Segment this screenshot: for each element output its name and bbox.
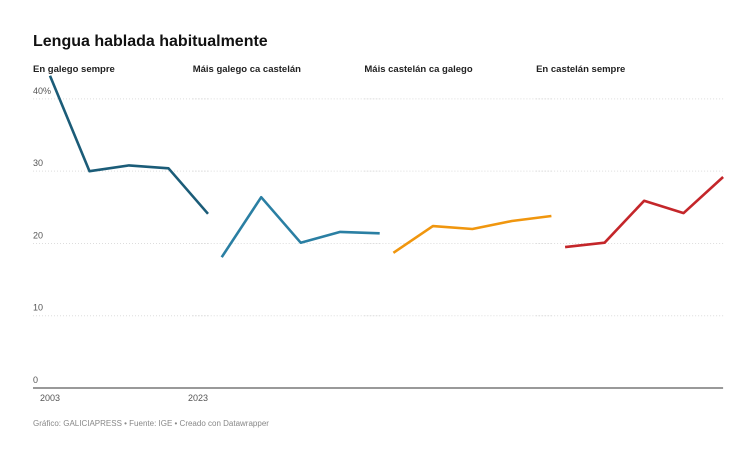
y-tick-label: 10 <box>33 303 43 313</box>
line <box>48 75 209 215</box>
panel-title: En castelán sempre <box>536 64 625 75</box>
line <box>564 176 724 249</box>
x-tick-label: 2023 <box>188 393 208 403</box>
y-tick-label: 40% <box>33 86 51 96</box>
x-tick-label: 2003 <box>40 393 60 403</box>
y-tick-label: 20 <box>33 230 43 240</box>
line <box>392 214 552 254</box>
panel-title: Máis galego ca castelán <box>193 64 301 75</box>
panel-title: Máis castelán ca galego <box>364 64 472 75</box>
line <box>220 195 380 258</box>
y-tick-label: 30 <box>33 158 43 168</box>
chart-title: Lengua hablada habitualmente <box>33 33 268 50</box>
panel-title: En galego sempre <box>33 64 115 75</box>
source: Gráfico: GALICIAPRESS • Fuente: IGE • Cr… <box>33 419 269 428</box>
y-tick-label: 0 <box>33 375 38 385</box>
